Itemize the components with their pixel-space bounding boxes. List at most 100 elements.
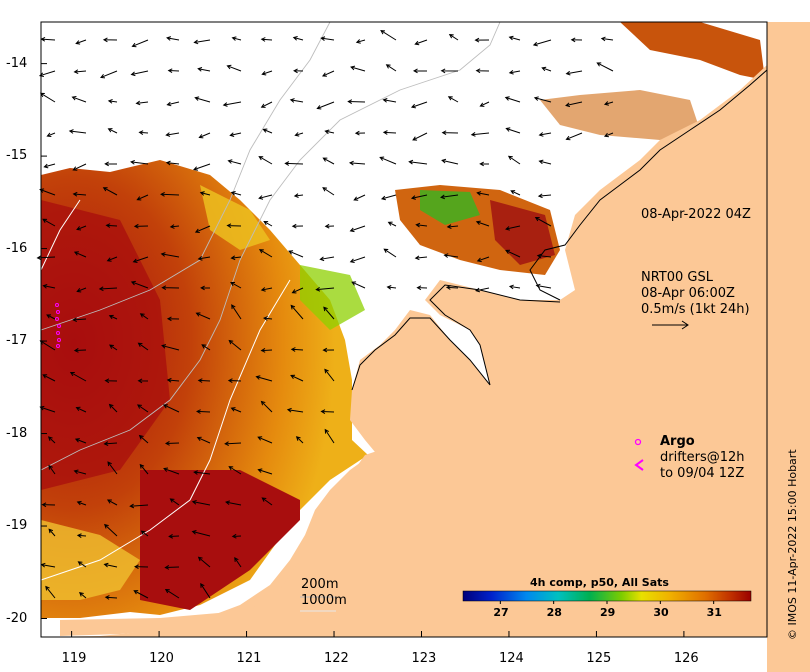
current-arrow: [414, 39, 428, 46]
current-arrow: [129, 503, 149, 509]
current-arrow: [76, 500, 87, 506]
current-arrow: [198, 132, 211, 139]
current-arrow: [350, 65, 366, 72]
current-arrow: [133, 223, 149, 229]
current-arrow: [410, 101, 428, 109]
current-arrow: [108, 314, 118, 320]
current-arrow: [161, 344, 180, 351]
axes-frame: [40, 21, 768, 638]
current-arrow: [443, 253, 459, 258]
current-arrow: [166, 377, 180, 383]
current-arrow: [537, 193, 552, 199]
sst-ne-strip: [620, 22, 765, 80]
current-arrow: [295, 436, 304, 444]
current-arrow: [68, 129, 87, 134]
current-arrow: [386, 285, 397, 290]
current-arrow: [135, 100, 149, 106]
y-tick-label: -16: [6, 240, 28, 256]
current-arrow: [103, 441, 118, 447]
y-tick-label: -17: [6, 333, 28, 349]
colorbar-tick-label: 30: [653, 606, 669, 619]
current-arrow: [107, 461, 118, 475]
current-arrow: [38, 70, 56, 77]
current-arrow: [441, 130, 459, 136]
current-arrow: [71, 95, 87, 103]
current-arrow: [102, 187, 118, 196]
current-arrow: [351, 281, 366, 289]
current-arrow: [74, 438, 87, 444]
x-tick-label: 122: [324, 651, 349, 666]
current-arrow: [40, 562, 56, 568]
current-arrow: [106, 256, 118, 262]
current-arrow: [320, 409, 335, 414]
current-arrow: [134, 564, 149, 570]
current-arrow: [139, 463, 149, 475]
current-arrow: [36, 255, 56, 261]
isobath-200m: [40, 21, 331, 331]
current-arrow: [536, 253, 552, 259]
current-arrow: [226, 64, 242, 72]
sst-kimberley-hot: [490, 200, 555, 265]
current-arrow: [131, 39, 149, 48]
current-arrow: [565, 101, 583, 108]
y-tick-label: -15: [6, 148, 28, 164]
current-arrow: [263, 220, 273, 227]
current-arrow: [538, 159, 552, 165]
current-arrow: [355, 39, 366, 44]
current-arrow: [166, 101, 180, 107]
drifter-legend-icon: [634, 459, 644, 471]
current-arrow: [260, 37, 273, 42]
x-tick-label: 126: [673, 651, 699, 666]
current-arrow: [258, 156, 273, 165]
current-arrow: [72, 163, 87, 171]
current-arrow: [195, 312, 211, 320]
currents-scale: 0.5m/s (1kt 24h): [641, 302, 750, 317]
current-arrow: [533, 96, 552, 103]
current-arrow: [167, 68, 180, 74]
current-arrow: [138, 130, 149, 135]
current-arrow: [162, 404, 180, 413]
y-tick-label: -20: [6, 610, 28, 626]
x-tick-label: 120: [149, 651, 174, 666]
current-arrow: [104, 161, 118, 167]
current-arrow: [191, 499, 211, 506]
current-arrow: [257, 468, 273, 475]
land: [41, 22, 810, 672]
current-arrow: [72, 317, 87, 323]
current-arrow: [108, 403, 118, 413]
current-arrow: [261, 497, 273, 506]
current-arrow: [46, 132, 56, 138]
current-arrow: [42, 283, 56, 289]
drifters-label: drifters@12h: [660, 450, 745, 465]
current-arrow: [196, 409, 211, 414]
current-arrow: [294, 132, 304, 137]
colorbar-tick-label: 31: [706, 606, 722, 619]
current-arrow: [504, 96, 521, 103]
current-arrow: [565, 132, 583, 141]
current-arrow: [231, 533, 242, 539]
current-arrow: [291, 223, 304, 229]
current-arrow: [226, 223, 242, 229]
current-arrow: [290, 374, 304, 382]
current-arrow: [324, 223, 335, 229]
current-arrow: [258, 249, 273, 258]
current-arrow: [565, 70, 583, 76]
current-arrow: [600, 36, 614, 42]
current-arrow: [255, 375, 273, 382]
current-arrow: [479, 101, 490, 107]
current-arrow: [130, 280, 149, 289]
credit: © IMOS 11-Apr-2022 15:00 Hobart: [786, 449, 799, 640]
current-arrow: [42, 218, 56, 227]
current-arrow: [168, 533, 180, 539]
sst-yellow-south: [41, 520, 140, 600]
coastline-west: [351, 284, 561, 391]
current-arrow: [414, 255, 428, 261]
current-arrow: [224, 441, 242, 447]
current-arrow: [69, 371, 87, 382]
isobath-200m-label: 200m: [301, 577, 339, 592]
current-arrow: [408, 159, 428, 165]
current-arrow: [133, 590, 149, 599]
colorbar: [462, 590, 752, 602]
colorbar-tick-label: 29: [600, 606, 616, 619]
current-arrow: [508, 35, 521, 41]
